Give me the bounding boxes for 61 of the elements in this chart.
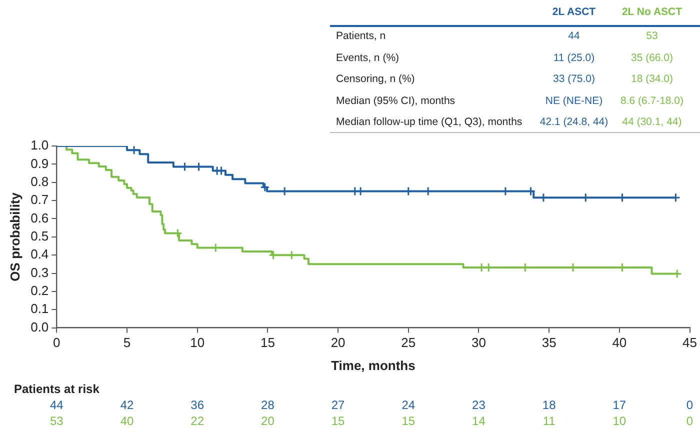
x-tick-label: 40: [612, 335, 627, 350]
text: 0: [686, 398, 694, 412]
x-tick-label: 15: [260, 335, 275, 350]
text: 0: [686, 414, 694, 428]
y-tick-label: 0.7: [30, 192, 49, 208]
y-tick-label: 0.1: [30, 301, 49, 316]
x-tick-label: 5: [123, 335, 131, 350]
text: 11 (25.0): [553, 52, 595, 64]
text: 42: [120, 398, 134, 412]
text: 27: [331, 398, 345, 412]
text: 18: [542, 398, 556, 412]
y-tick-label: 0.9: [30, 156, 49, 171]
y-tick-label: 0.6: [30, 210, 49, 226]
text: Patients, n: [336, 30, 386, 42]
y-tick-label: 1.0: [30, 138, 49, 153]
text: 20: [261, 414, 274, 428]
x-tick-label: 10: [190, 335, 205, 350]
y-tick-label: 0.2: [30, 283, 49, 298]
x-axis-title: Time, months: [331, 358, 416, 373]
y-tick-label: 0.0: [30, 319, 49, 334]
text: NE (NE-NE): [545, 94, 603, 106]
text: 22: [190, 414, 204, 428]
text: 8.6 (6.7-18.0): [620, 94, 684, 106]
text: 14: [472, 414, 486, 428]
x-tick-label: 0: [53, 335, 60, 350]
text: 17: [612, 398, 626, 412]
x-tick-label: 35: [542, 335, 556, 350]
text: 24: [402, 398, 416, 412]
text: 28: [261, 398, 274, 412]
text: 53: [646, 30, 658, 42]
text: 44: [50, 398, 64, 412]
x-tick-label: 45: [682, 335, 698, 350]
text: 36: [190, 398, 204, 412]
text: Patients at risk: [14, 382, 100, 396]
text: 23: [472, 398, 486, 412]
text: 2L ASCT: [552, 6, 596, 18]
text: 35 (66.0): [630, 52, 674, 64]
text: 44: [568, 30, 580, 42]
text: Median (95% CI), months: [336, 94, 456, 106]
text: 10: [612, 414, 626, 428]
text: 11: [542, 414, 556, 428]
text: Median follow-up time (Q1, Q3), months: [336, 116, 522, 128]
x-tick-label: 20: [330, 335, 346, 350]
text: 2L No ASCT: [622, 6, 682, 18]
text: 33 (75.0): [552, 73, 596, 85]
text: 15: [331, 414, 345, 428]
y-axis-title: OS probability: [7, 192, 22, 282]
text: 15: [402, 414, 416, 428]
x-tick-label: 30: [472, 335, 486, 350]
y-tick-label: 0.8: [30, 174, 49, 189]
text: 40: [120, 414, 134, 428]
text: 44 (30.1, 44): [622, 116, 682, 128]
y-tick-label: 0.4: [30, 246, 49, 262]
text: 42.1 (24.8, 44): [540, 116, 608, 128]
text: 53: [50, 414, 64, 428]
y-tick-label: 0.5: [30, 228, 49, 244]
x-tick-label: 25: [401, 335, 416, 350]
text: Censoring, n (%): [336, 73, 415, 85]
text: Events, n (%): [336, 52, 400, 64]
text: 18 (34.0): [630, 73, 674, 85]
y-tick-label: 0.3: [30, 264, 49, 280]
